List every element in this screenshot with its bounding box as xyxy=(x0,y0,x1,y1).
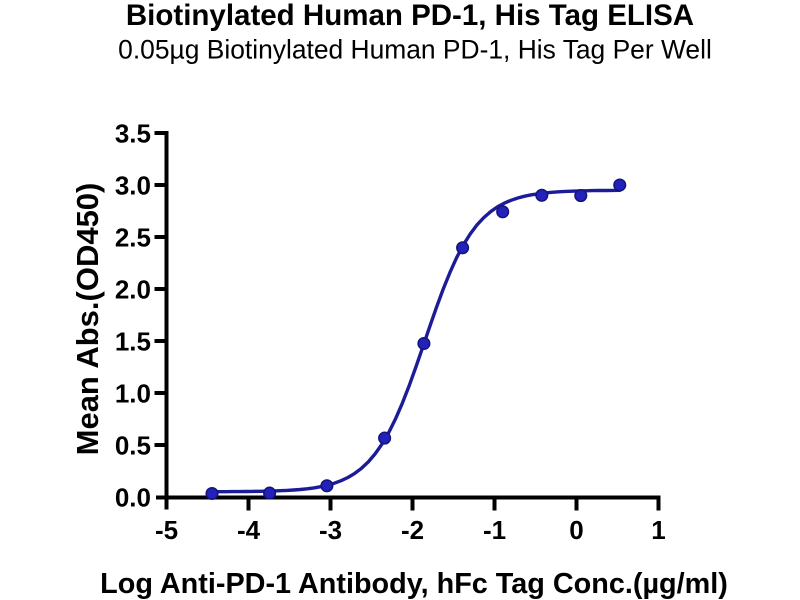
svg-text:-4: -4 xyxy=(237,515,261,545)
svg-text:3.0: 3.0 xyxy=(115,170,151,200)
svg-text:2.5: 2.5 xyxy=(115,222,151,252)
svg-text:Biotinylated Human PD-1, His T: Biotinylated Human PD-1, His Tag ELISA xyxy=(126,0,694,32)
svg-text:0.5: 0.5 xyxy=(115,430,151,460)
svg-text:3.5: 3.5 xyxy=(115,118,151,148)
svg-text:Log Anti-PD-1 Antibody, hFc Ta: Log Anti-PD-1 Antibody, hFc Tag Conc.(µg… xyxy=(100,568,728,600)
svg-text:0: 0 xyxy=(569,515,583,545)
svg-text:0.0: 0.0 xyxy=(115,482,151,512)
svg-text:-2: -2 xyxy=(401,515,424,545)
svg-text:-1: -1 xyxy=(483,515,506,545)
svg-text:-3: -3 xyxy=(319,515,342,545)
svg-text:-5: -5 xyxy=(155,515,178,545)
svg-text:0.05µg Biotinylated Human PD-1: 0.05µg Biotinylated Human PD-1, His Tag … xyxy=(118,35,712,65)
svg-text:Mean Abs.(OD450): Mean Abs.(OD450) xyxy=(70,183,105,456)
svg-text:1: 1 xyxy=(651,515,665,545)
svg-text:1.0: 1.0 xyxy=(115,378,151,408)
svg-text:1.5: 1.5 xyxy=(115,326,151,356)
svg-text:2.0: 2.0 xyxy=(115,274,151,304)
